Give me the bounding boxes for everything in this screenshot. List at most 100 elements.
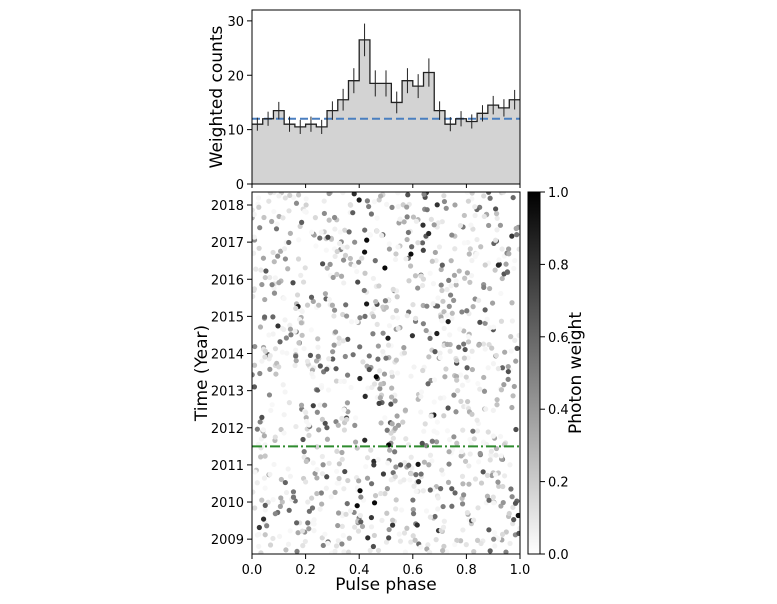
photon-point — [318, 490, 324, 496]
photon-point — [453, 409, 459, 415]
scatter-frame — [251, 191, 521, 555]
photon-point — [432, 249, 438, 256]
photon-point — [446, 449, 452, 455]
photon-point — [484, 472, 491, 478]
photon-point — [309, 505, 316, 511]
photon-point — [441, 309, 447, 315]
photon-point — [324, 474, 330, 480]
photon-point — [309, 229, 315, 235]
photon-point — [287, 473, 294, 479]
photon-point — [447, 437, 453, 443]
photon-point — [292, 328, 298, 334]
histogram-panel: 0 10 20 30 Weighted counts — [207, 9, 521, 193]
photon-point — [426, 230, 432, 237]
photon-point — [500, 483, 506, 490]
photon-point — [355, 279, 361, 285]
photon-point — [414, 522, 420, 528]
photon-point — [276, 364, 282, 370]
photon-point — [287, 192, 293, 198]
photon-point — [464, 192, 470, 196]
photon-point — [314, 490, 320, 497]
photon-point — [366, 366, 372, 373]
photon-point — [401, 345, 407, 351]
photon-point — [342, 468, 348, 475]
photon-point — [474, 428, 481, 434]
photon-point — [344, 313, 350, 319]
photon-point — [285, 266, 291, 272]
photon-point — [271, 290, 278, 296]
photon-point — [484, 493, 491, 499]
photon-point — [365, 535, 371, 541]
histogram-frame — [251, 9, 521, 185]
scatter-y-tick-label: 2014 — [211, 348, 244, 363]
photon-point — [446, 303, 452, 309]
photon-point — [470, 517, 477, 523]
photon-point — [390, 286, 396, 292]
photon-point — [420, 247, 426, 253]
photon-point — [279, 499, 285, 505]
photon-point — [446, 461, 452, 467]
photon-point — [324, 425, 330, 431]
photon-point — [515, 512, 520, 519]
photon-point — [259, 414, 265, 420]
photon-point — [481, 213, 487, 220]
photon-point — [293, 305, 299, 312]
photon-point — [377, 395, 383, 401]
photon-point — [441, 325, 447, 331]
photon-point — [285, 541, 292, 547]
photon-point — [332, 548, 338, 554]
photon-point — [314, 467, 320, 473]
photon-point — [468, 273, 475, 279]
photon-point — [435, 220, 441, 226]
photon-point — [341, 407, 347, 413]
scatter-panel: 2009 2010 2011 2012 2013 2014 2015 2016 2017 2018… — [192, 191, 530, 595]
photon-point — [324, 366, 330, 372]
photon-point — [293, 358, 299, 364]
photon-point — [329, 302, 335, 308]
photon-point — [453, 278, 459, 284]
photon-point — [459, 309, 465, 315]
photon-point — [303, 196, 309, 202]
photon-point — [444, 428, 451, 434]
photon-point — [261, 433, 267, 439]
error-bars — [256, 23, 516, 134]
photon-point — [433, 439, 440, 445]
photon-point — [298, 272, 304, 278]
photon-point — [362, 270, 368, 276]
scatter-y-tick-label: 2011 — [211, 459, 244, 474]
photon-point — [511, 265, 517, 272]
photon-point — [490, 494, 496, 500]
photon-point — [306, 422, 312, 428]
photon-point — [430, 281, 437, 287]
photon-point — [410, 302, 416, 308]
photon-point — [408, 373, 414, 379]
photon-point — [252, 489, 256, 495]
photon-point — [300, 436, 306, 443]
photon-point — [357, 344, 363, 350]
histogram-step-line — [252, 39, 520, 128]
photon-point — [301, 449, 307, 455]
photon-point — [269, 402, 275, 408]
photon-point — [383, 355, 389, 361]
photon-point — [332, 253, 338, 260]
photon-point — [478, 244, 484, 250]
photon-point — [275, 323, 281, 329]
photon-point — [374, 228, 380, 234]
photon-point — [423, 508, 430, 514]
photon-point — [293, 353, 299, 359]
photon-point — [460, 427, 466, 433]
photon-point — [337, 229, 343, 235]
photon-point — [406, 462, 412, 468]
photon-point — [357, 512, 363, 519]
photon-point — [335, 510, 342, 516]
photon-point — [332, 489, 338, 495]
photon-point — [498, 318, 505, 324]
photon-point — [409, 333, 416, 339]
photon-point — [458, 398, 464, 404]
photon-point — [452, 490, 458, 496]
photon-point — [298, 320, 304, 326]
photon-point — [504, 269, 510, 275]
photon-point — [276, 533, 283, 539]
photon-point — [481, 374, 487, 381]
photon-point — [449, 503, 455, 509]
